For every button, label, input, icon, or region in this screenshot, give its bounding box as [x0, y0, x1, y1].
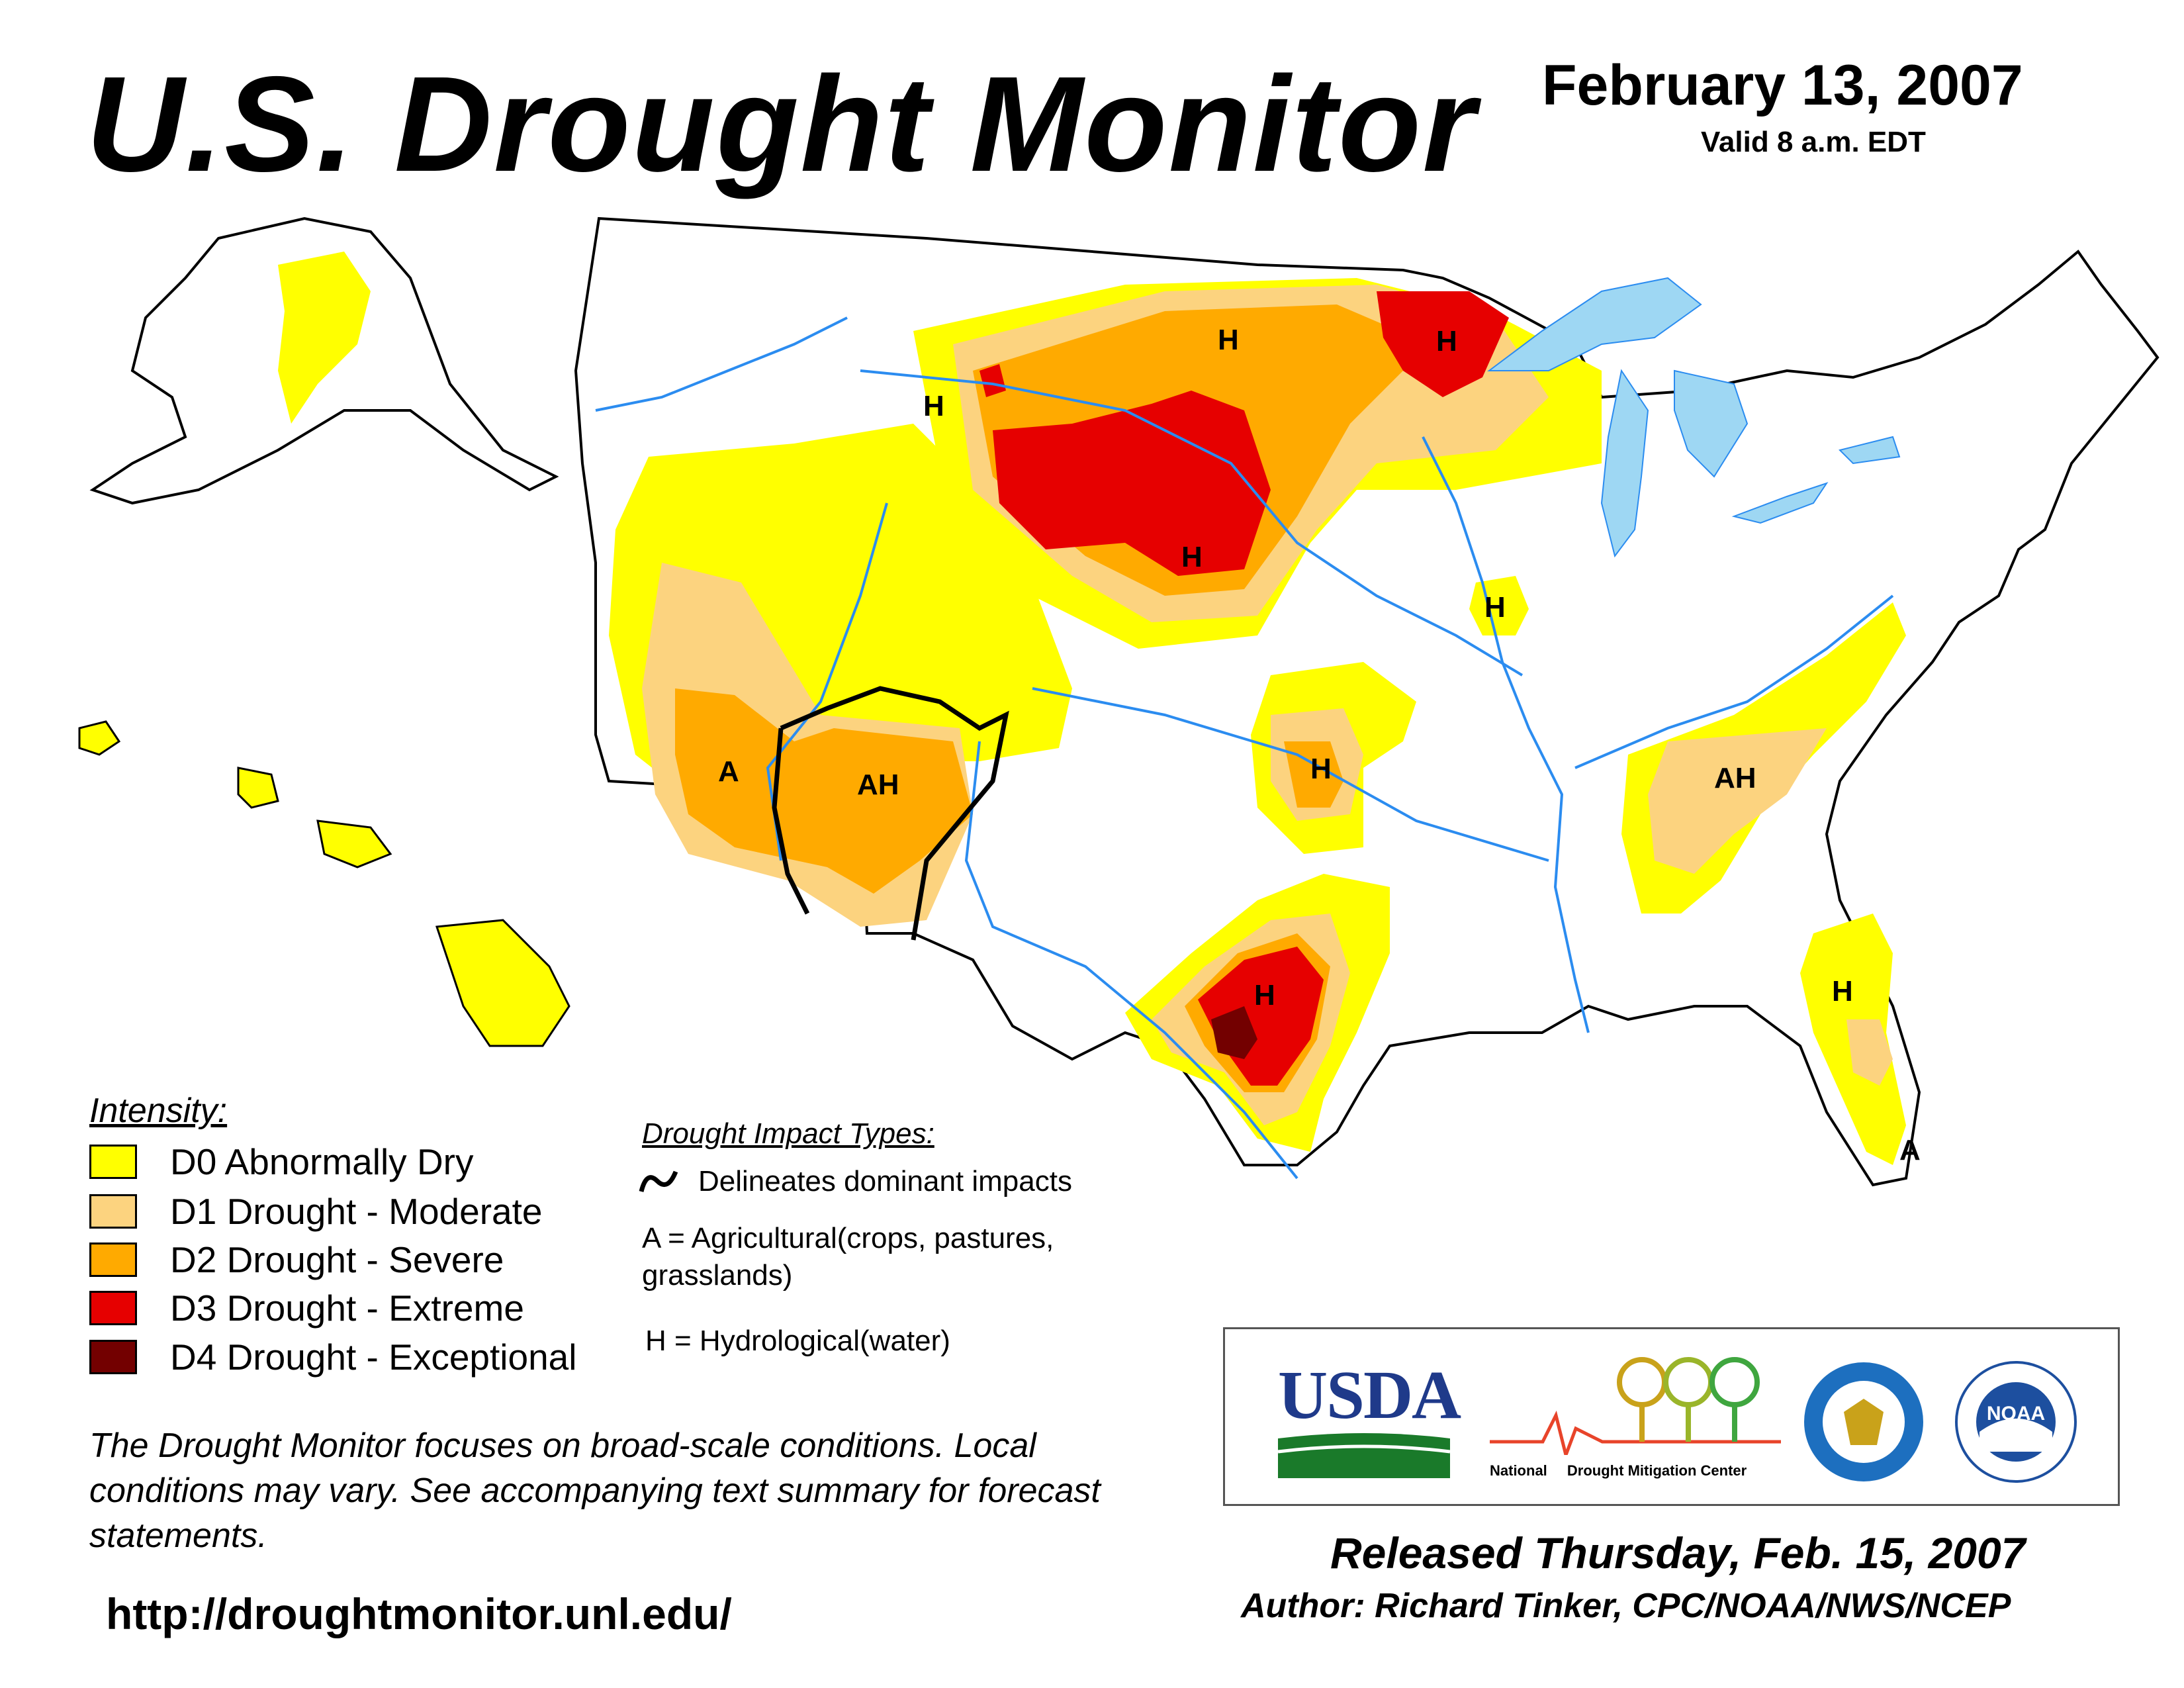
label-appalachia-ah: AH [1714, 762, 1756, 794]
usda-field-icon [1277, 1433, 1451, 1478]
impact-line-southwest [780, 686, 1009, 941]
d1-appalachia [1648, 728, 1827, 874]
website-url: http://droughtmonitor.unl.edu/ [106, 1589, 732, 1638]
impact-line-ca-az [772, 727, 810, 915]
legend-swatch-d1 [89, 1194, 137, 1229]
impact-line-icon [639, 1170, 678, 1192]
impact-h-label: H = Hydrological(water) [645, 1325, 950, 1357]
impact-labels: H H H H H A AH H H AH H A AH [718, 324, 1921, 1166]
ndmc-trees-icon [1490, 1357, 1781, 1461]
drought-map: H H H H H A AH H H AH H A AH [78, 216, 2160, 1187]
legend-swatch-d0 [89, 1145, 137, 1179]
alaska-d0 [278, 252, 371, 424]
ndmc-national: National [1490, 1462, 1547, 1479]
commerce-seal-icon [1804, 1362, 1923, 1481]
lake-superior [1487, 277, 1702, 371]
legend-label-d3: D3 Drought - Extreme [170, 1288, 524, 1329]
columbia-river [595, 316, 848, 412]
usda-logo-text: USDA [1278, 1357, 1461, 1433]
hawaii-big-island [435, 919, 570, 1047]
legend-item-d0: D0 Abnormally Dry [89, 1141, 474, 1182]
impact-heading: Drought Impact Types: [642, 1117, 934, 1150]
author-credit: Author: Richard Tinker, CPC/NOAA/NWS/NCE… [1241, 1587, 2011, 1625]
d3-montana-spot [979, 364, 1006, 397]
partner-logos: USDA National Drought Mitigation Center … [1223, 1327, 2120, 1506]
missouri-river [860, 369, 1524, 677]
ndmc-logo: National Drought Mitigation Center [1490, 1349, 1781, 1488]
d4-texas [1211, 1006, 1257, 1059]
alaska [89, 216, 559, 505]
label-florida-a: A [1899, 1134, 1921, 1166]
legend-item-d3: D3 Drought - Extreme [89, 1288, 524, 1329]
rivers [595, 316, 1894, 1180]
hawaii [78, 720, 570, 1047]
hawaii-kauai [78, 720, 121, 756]
legend-label-d1: D1 Drought - Moderate [170, 1191, 543, 1232]
label-california-a: A [718, 755, 739, 788]
legend-label-d4: D4 Drought - Exceptional [170, 1336, 577, 1378]
legend-swatch-d3 [89, 1291, 137, 1325]
hawaii-oahu [237, 767, 279, 809]
ndmc-logo-text: National Drought Mitigation Center [1490, 1462, 1781, 1479]
ohio-river [1574, 594, 1894, 769]
great-lakes [1487, 277, 1901, 558]
lake-erie [1731, 482, 1829, 524]
hawaii-maui-group [316, 820, 392, 868]
impact-a-label: A = Agricultural(crops, pastures, grassl… [642, 1222, 1054, 1291]
label-northern-plains-h: H [1218, 324, 1239, 356]
release-date: Released Thursday, Feb. 15, 2007 [1330, 1528, 2026, 1577]
d1-florida [1846, 1019, 1893, 1086]
usda-logo: USDA [1277, 1357, 1461, 1485]
impact-line-legend: Delineates dominant impacts [639, 1165, 1072, 1198]
d3-wyoming [993, 391, 1271, 576]
drought-polygons [609, 278, 1906, 1165]
colorado-river [766, 502, 888, 861]
d3-minnesota [1377, 291, 1509, 397]
legend-item-d2: D2 Drought - Severe [89, 1239, 504, 1280]
legend-label-d0: D0 Abnormally Dry [170, 1141, 474, 1182]
lake-ontario [1839, 436, 1901, 465]
label-minnesota-h: H [1436, 325, 1457, 357]
legend-label-d2: D2 Drought - Severe [170, 1239, 504, 1280]
label-oklahoma-h: H [1310, 753, 1332, 785]
mississippi-river [1422, 436, 1590, 1033]
rio-grande [964, 741, 1298, 1180]
ndmc-center: Drought Mitigation Center [1567, 1462, 1747, 1479]
legend-swatch-d4 [89, 1340, 137, 1374]
legend-item-d1: D1 Drought - Moderate [89, 1191, 543, 1232]
label-arizona-ah: AH [857, 769, 899, 801]
d2-oklahoma [1284, 741, 1343, 808]
map-date: February 13, 2007 [1542, 54, 2023, 117]
arkansas-river [1032, 687, 1549, 862]
lake-michigan [1600, 369, 1649, 558]
disclaimer-notice: The Drought Monitor focuses on broad-sca… [89, 1427, 1101, 1555]
noaa-logo: NOAA [1955, 1361, 2077, 1483]
lake-huron [1674, 369, 1749, 478]
d2-southwest [675, 688, 973, 894]
impact-line-label: Delineates dominant impacts [698, 1165, 1072, 1197]
legend-item-d4: D4 Drought - Exceptional [89, 1336, 577, 1378]
label-wyoming-h: H [1181, 541, 1203, 573]
label-texas-h: H [1254, 979, 1275, 1011]
impact-lines [772, 686, 1009, 941]
legend-heading: Intensity: [89, 1092, 228, 1130]
label-iowa-h: H [1484, 591, 1506, 624]
label-florida-h: H [1832, 975, 1853, 1008]
noaa-logo-text: NOAA [1987, 1403, 2045, 1425]
label-montana-h: H [923, 390, 944, 422]
valid-time: Valid 8 a.m. EDT [1701, 126, 1926, 158]
legend-swatch-d2 [89, 1243, 137, 1277]
page-title: U.S. Drought Monitor [86, 48, 1477, 200]
